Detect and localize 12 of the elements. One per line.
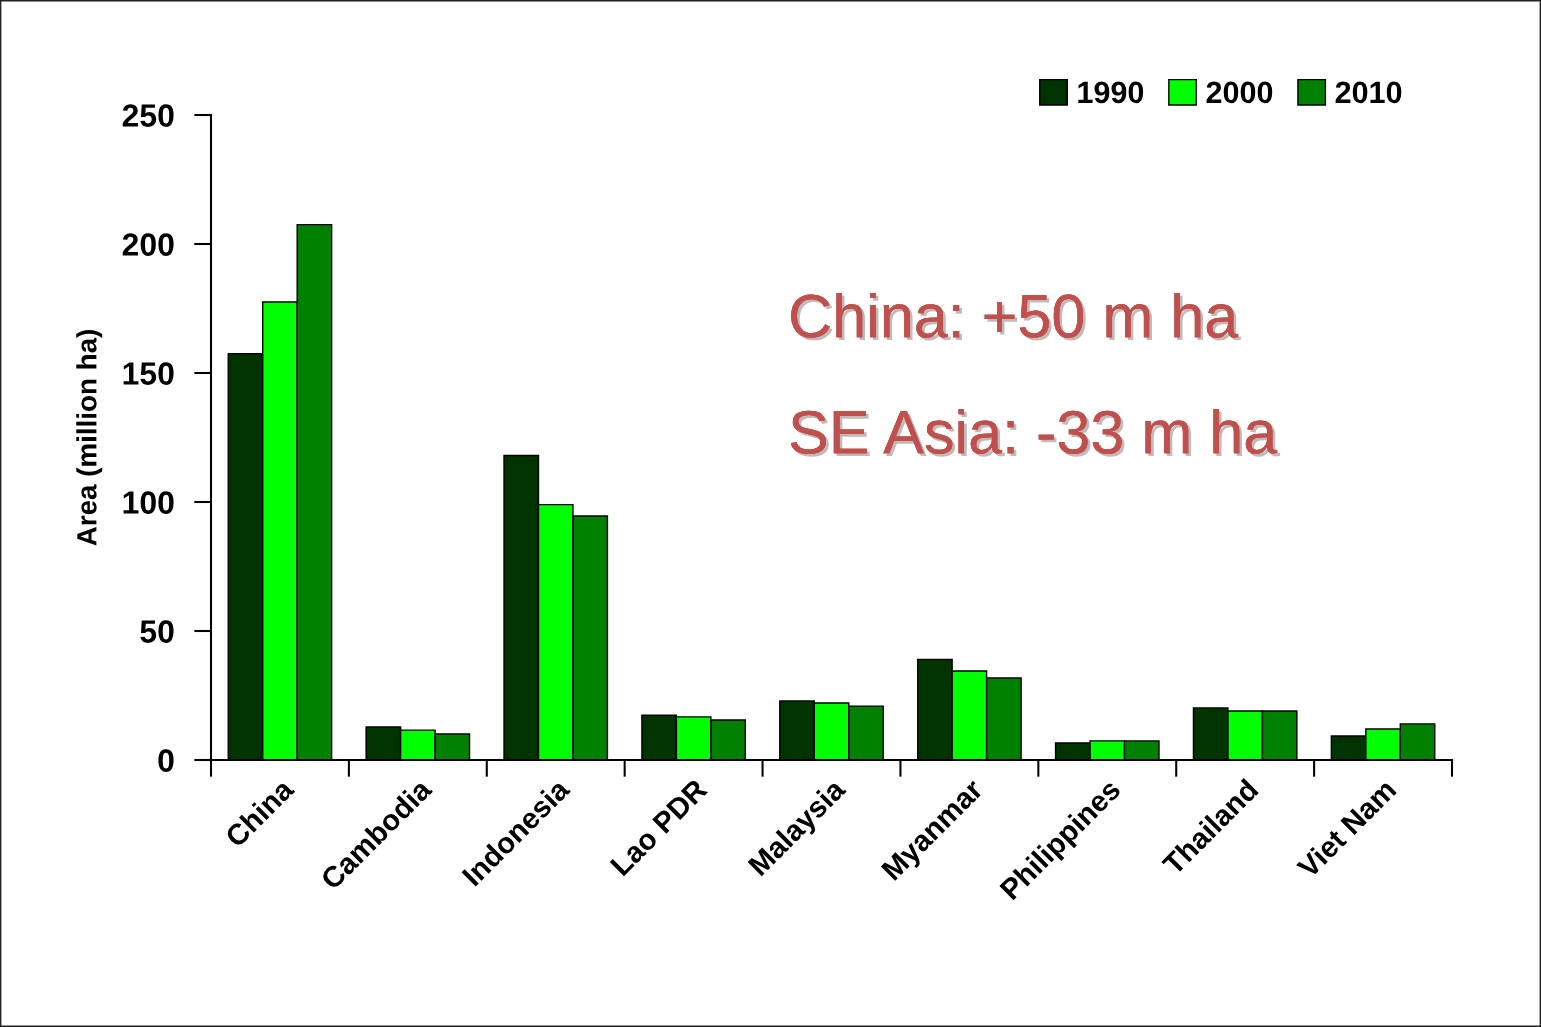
legend-label: 2000	[1206, 81, 1273, 104]
y-tick-label: 250	[122, 104, 174, 127]
y-tick-label: 100	[123, 491, 174, 514]
legend-label: 1990	[1078, 81, 1144, 104]
annotation: SE Asia: -33 m ha	[790, 409, 1280, 457]
y-tick-label: 200	[122, 233, 174, 256]
y-axis-title: Area (million ha)	[76, 330, 103, 546]
y-tick-label: 0	[158, 749, 174, 772]
y-tick-label: 150	[123, 362, 174, 385]
annotation: China: +50 m ha	[791, 292, 1241, 341]
y-tick-label: 50	[140, 620, 174, 643]
legend-label: 2010	[1335, 81, 1402, 104]
